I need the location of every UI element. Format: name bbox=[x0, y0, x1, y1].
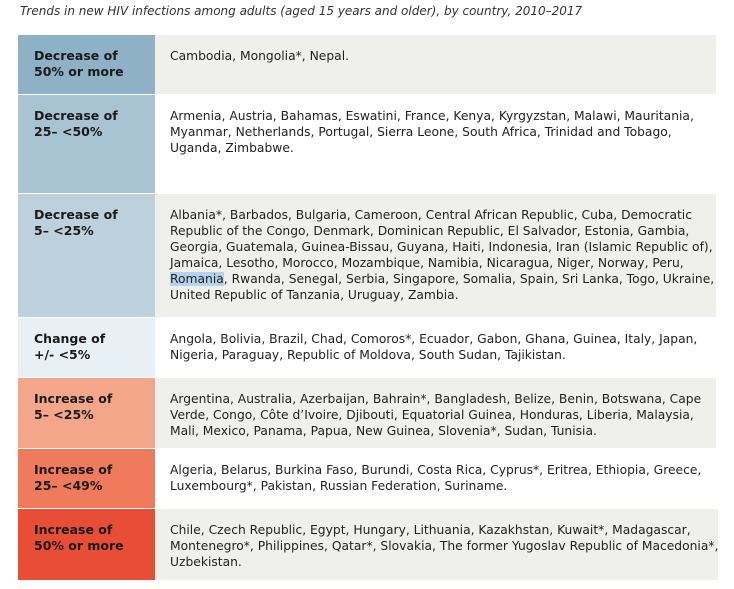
row-label: Increase of 50% or more bbox=[18, 509, 155, 580]
label-line: Decrease of bbox=[34, 108, 118, 123]
row-label: Increase of 5– <25% bbox=[18, 378, 155, 448]
label-line: 5– <25% bbox=[34, 223, 94, 238]
text-line: Chile, Czech Republic, Egypt, Hungary, L… bbox=[170, 523, 691, 537]
row-label: Increase of 25– <49% bbox=[18, 449, 155, 508]
text-line: Cambodia, Mongolia*, Nepal. bbox=[170, 49, 350, 63]
row-label: Decrease of 50% or more bbox=[18, 35, 155, 94]
label-line: Decrease of bbox=[34, 207, 118, 222]
text-line: Romania, Rwanda, Senegal, Serbia, Singap… bbox=[170, 271, 716, 287]
label-line: Increase of bbox=[34, 522, 113, 537]
table-row: Increase of 5– <25% Argentina, Australia, … bbox=[18, 378, 716, 449]
text-line: Georgia, Guatemala, Guinea-Bissau, Guyan… bbox=[170, 240, 713, 254]
table: Decrease of 50% or more Cambodia, Mongolia… bbox=[18, 35, 719, 581]
row-body: Armenia, Austria, Bahamas, Eswatini, Fra… bbox=[155, 95, 716, 193]
text-line: Republic of the Congo, Denmark, Dominica… bbox=[170, 224, 690, 238]
label-line: 25– <50% bbox=[34, 124, 103, 139]
label-line: 50% or more bbox=[34, 538, 124, 553]
text-line: United Republic of Tanzania, Uruguay, Za… bbox=[170, 288, 459, 302]
label-line: Increase of bbox=[34, 391, 113, 406]
text-line: Albania*, Barbados, Bulgaria, Cameroon, … bbox=[170, 208, 692, 222]
label-line: 5– <25% bbox=[34, 407, 94, 422]
text-line: Myanmar, Netherlands, Portugal, Sierra L… bbox=[170, 125, 672, 139]
label-line: 50% or more bbox=[34, 64, 124, 79]
row-body: Albania*, Barbados, Bulgaria, Cameroon, … bbox=[155, 194, 716, 317]
label-line: Increase of bbox=[34, 462, 113, 477]
text-line: Luxembourg*, Pakistan, Russian Federatio… bbox=[170, 479, 508, 493]
row-label: Change of +/- <5% bbox=[18, 318, 155, 377]
row-body: Argentina, Australia, Azerbaijan, Bahrai… bbox=[155, 378, 716, 448]
row-label: Decrease of 5– <25% bbox=[18, 194, 155, 317]
text-line: Nigeria, Paraguay, Republic of Moldova, … bbox=[170, 348, 566, 362]
text: , Rwanda, Senegal, Serbia, Singapore, So… bbox=[223, 272, 715, 286]
table-row: Increase of 50% or more Chile, Czech Repub… bbox=[18, 509, 719, 581]
row-label: Decrease of 25– <50% bbox=[18, 95, 155, 193]
text-line: Armenia, Austria, Bahamas, Eswatini, Fra… bbox=[170, 109, 694, 123]
text-line: Argentina, Australia, Azerbaijan, Bahrai… bbox=[170, 392, 702, 406]
text-line: Uganda, Zimbabwe. bbox=[170, 141, 294, 155]
row-body: Cambodia, Mongolia*, Nepal. bbox=[155, 35, 716, 94]
text-line: Jamaica, Lesotho, Morocco, Mozambique, N… bbox=[170, 256, 684, 270]
highlighted-text: Romania bbox=[170, 272, 224, 286]
table-row: Decrease of 50% or more Cambodia, Mongolia… bbox=[18, 35, 716, 95]
label-line: Decrease of bbox=[34, 48, 118, 63]
text-line: Montenegro*, Philippines, Qatar*, Slovak… bbox=[170, 539, 719, 553]
text-line: Algeria, Belarus, Burkina Faso, Burundi,… bbox=[170, 463, 702, 477]
row-body: Angola, Bolivia, Brazil, Chad, Comoros*,… bbox=[155, 318, 716, 377]
row-body: Algeria, Belarus, Burkina Faso, Burundi,… bbox=[155, 449, 716, 508]
label-line: +/- <5% bbox=[34, 347, 91, 362]
row-body: Chile, Czech Republic, Egypt, Hungary, L… bbox=[155, 509, 719, 580]
table-row: Increase of 25– <49% Algeria, Belarus, Bur… bbox=[18, 449, 716, 509]
label-line: Change of bbox=[34, 331, 106, 346]
table-row: Decrease of 25– <50% Armenia, Austria, Bah… bbox=[18, 95, 716, 194]
text-line: Angola, Bolivia, Brazil, Chad, Comoros*,… bbox=[170, 332, 698, 346]
table-row: Decrease of 5– <25% Albania*, Barbados, Bu… bbox=[18, 194, 716, 318]
table-row: Change of +/- <5% Angola, Bolivia, Brazil,… bbox=[18, 318, 716, 378]
text-line: Verde, Congo, Côte d’Ivoire, Djibouti, E… bbox=[170, 408, 694, 422]
label-line: 25– <49% bbox=[34, 478, 103, 493]
text-line: Mali, Mexico, Panama, Papua, New Guinea,… bbox=[170, 424, 597, 438]
text-line: Uzbekistan. bbox=[170, 555, 242, 569]
title: Trends in new HIV infections among adult… bbox=[20, 4, 583, 18]
